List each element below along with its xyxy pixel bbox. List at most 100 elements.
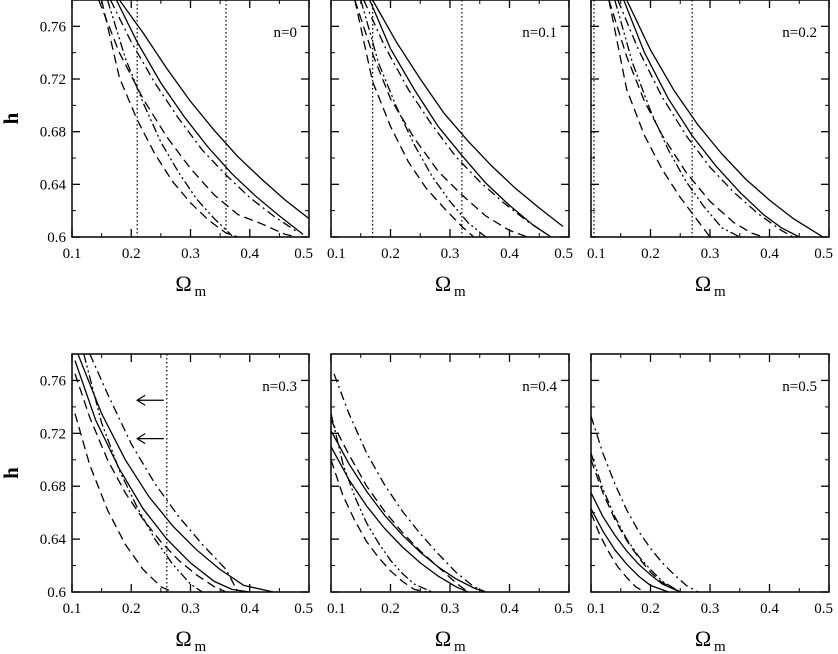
- panel-1: 0.1 0.2 0.3 0.4 0.5 0.6 0.64 0.68 0.72 0.76 Ω m h n=0: [0, 0, 313, 300]
- series-line-dashed: [591, 459, 681, 592]
- y-tick-label: 0.72: [40, 72, 66, 88]
- series-line-dashdotdot: [360, 0, 487, 237]
- series-line-dashed: [100, 0, 239, 237]
- x-tick-label: 0.1: [587, 601, 606, 617]
- series-line-solid: [372, 0, 564, 228]
- series-line-dashed: [608, 0, 764, 237]
- x-tick-label: 0.1: [327, 601, 346, 617]
- series-line-dashed: [608, 0, 711, 237]
- arrow-head: [136, 433, 146, 445]
- x-tick-label: 0.4: [240, 601, 259, 617]
- series-line-dashdot: [109, 0, 298, 233]
- x-tick-label: 0.5: [554, 246, 573, 262]
- x-tick-label: 0.1: [63, 601, 82, 617]
- plot-area: [591, 415, 699, 592]
- y-axis-label: h: [0, 467, 23, 479]
- panel-2: 0.1 0.2 0.3 0.4 0.5 Ω m n=0.1: [327, 0, 573, 300]
- x-axis-label: Ω: [695, 271, 711, 296]
- x-tick-label: 0.5: [554, 601, 573, 617]
- y-tick-label: 0.76: [40, 373, 67, 389]
- x-tick-label: 0.4: [500, 246, 519, 262]
- series-line-dashdot: [617, 0, 794, 237]
- panel-label: n=0: [274, 25, 297, 41]
- x-axis-label-subscript: m: [454, 284, 466, 300]
- x-tick-label: 0.1: [327, 246, 346, 262]
- x-tick-label: 0.3: [181, 246, 200, 262]
- y-tick-label: 0.64: [40, 532, 67, 548]
- series-line-solid: [626, 0, 824, 237]
- panel-label: n=0.2: [782, 25, 817, 41]
- series-line-solid: [331, 430, 486, 592]
- x-tick-label: 0.3: [441, 246, 460, 262]
- series-line-dashdot: [89, 354, 239, 592]
- y-tick-label: 0.64: [40, 177, 67, 193]
- series-line-dashdotdot: [83, 354, 203, 592]
- panel-5: 0.1 0.2 0.3 0.4 0.5 Ω m n=0.4: [327, 353, 573, 654]
- x-tick-label: 0.4: [240, 246, 259, 262]
- panel-3: 0.1 0.2 0.3 0.4 0.5 Ω m n=0.2: [587, 0, 833, 300]
- series-line-dashdotdot: [591, 452, 681, 592]
- x-tick-label: 0.2: [122, 246, 141, 262]
- series-line-dashdot: [591, 415, 699, 592]
- panel-label: n=0.3: [262, 379, 297, 395]
- x-axis-label-subscript: m: [714, 284, 726, 300]
- x-tick-label: 0.2: [641, 601, 660, 617]
- x-axis-label-subscript: m: [454, 639, 466, 654]
- series-line-solid: [115, 0, 304, 235]
- panel-4: 0.1 0.2 0.3 0.4 0.5 0.6 0.64 0.68 0.72 0.76 Ω m h n=0…: [0, 353, 313, 654]
- series-line-solid: [369, 0, 552, 237]
- y-tick-label: 0.6: [47, 585, 66, 601]
- x-tick-label: 0.4: [760, 246, 779, 262]
- plot-area: [74, 354, 274, 592]
- x-tick-label: 0.2: [641, 246, 660, 262]
- x-axis-label: Ω: [435, 271, 451, 296]
- series-line-dashed: [591, 512, 645, 592]
- x-tick-label: 0.2: [122, 601, 141, 617]
- series-line-solid: [331, 446, 469, 592]
- x-axis-label: Ω: [175, 626, 191, 651]
- x-axis-label-subscript: m: [714, 639, 726, 654]
- panel-label: n=0.1: [522, 25, 557, 41]
- series-line-dashed: [98, 0, 298, 237]
- x-tick-label: 0.3: [701, 601, 720, 617]
- series-line-dashdotdot: [331, 413, 433, 592]
- x-axis-label: Ω: [695, 626, 711, 651]
- series-line-solid: [118, 0, 309, 220]
- series-line-dashed: [331, 459, 427, 592]
- panel-label: n=0.4: [522, 379, 557, 395]
- y-tick-label: 0.72: [40, 426, 66, 442]
- plot-area: [354, 0, 564, 237]
- x-tick-label: 0.5: [294, 601, 313, 617]
- panel-label: n=0.5: [782, 379, 817, 395]
- series-line-dashed: [354, 0, 528, 237]
- x-tick-label: 0.3: [441, 601, 460, 617]
- series-line-solid: [77, 354, 274, 592]
- x-axis-label-subscript: m: [195, 284, 207, 300]
- plot-area: [331, 373, 486, 592]
- series-line-dashed: [354, 0, 475, 237]
- series-line-dashdotdot: [614, 0, 741, 237]
- plot-area: [593, 0, 824, 237]
- series-line-dashed: [74, 373, 227, 592]
- x-tick-label: 0.5: [814, 246, 833, 262]
- y-tick-label: 0.68: [40, 125, 66, 141]
- x-tick-label: 0.4: [500, 601, 519, 617]
- series-line-dashed: [331, 419, 469, 592]
- series-line-dashed: [74, 413, 173, 592]
- arrow-head: [136, 394, 146, 406]
- x-tick-label: 0.2: [381, 246, 400, 262]
- x-tick-label: 0.1: [587, 246, 606, 262]
- plot-area: [98, 0, 309, 237]
- x-tick-label: 0.3: [181, 601, 200, 617]
- series-line-dashdot: [363, 0, 546, 234]
- x-tick-label: 0.4: [760, 601, 779, 617]
- panel-6: 0.1 0.2 0.3 0.4 0.5 Ω m n=0.5: [587, 353, 833, 654]
- series-line-solid: [74, 360, 250, 592]
- y-tick-label: 0.76: [40, 19, 67, 35]
- series-line-solid: [623, 0, 800, 237]
- x-tick-label: 0.1: [63, 246, 82, 262]
- x-tick-label: 0.5: [814, 601, 833, 617]
- series-line-dashdot: [333, 373, 486, 592]
- x-axis-label: Ω: [175, 271, 191, 296]
